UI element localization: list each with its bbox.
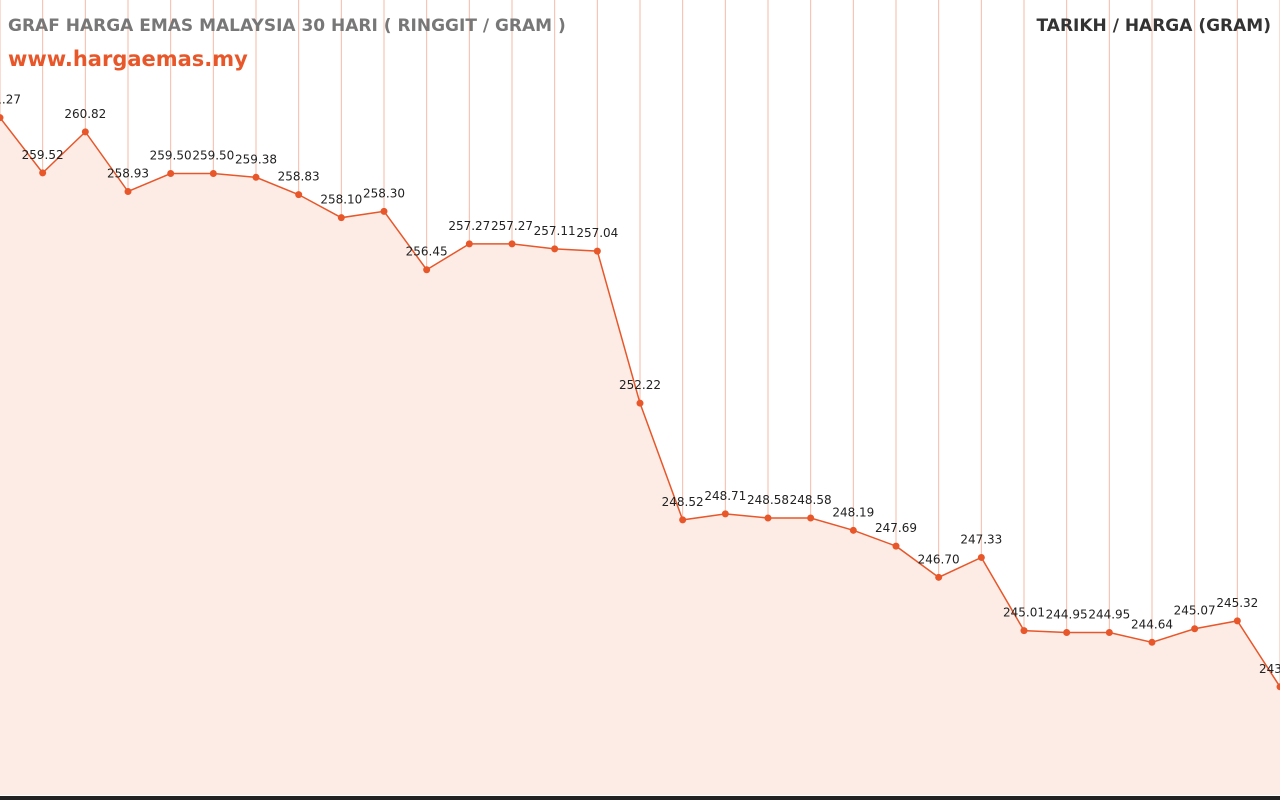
value-label: 259.52 <box>22 148 64 162</box>
value-label: 257.04 <box>576 226 618 240</box>
point <box>508 240 516 248</box>
point <box>593 247 601 255</box>
value-label: 244.95 <box>1088 608 1130 622</box>
point <box>252 173 260 181</box>
value-label: 259.50 <box>192 149 234 163</box>
value-label: 258.10 <box>320 193 362 207</box>
point <box>465 240 473 248</box>
value-label: 244.95 <box>1046 608 1088 622</box>
point <box>935 573 943 581</box>
point <box>977 553 985 561</box>
value-label: 257.27 <box>491 219 533 233</box>
value-label: 256.45 <box>406 245 448 259</box>
point <box>764 514 772 522</box>
value-label: 248.71 <box>704 489 746 503</box>
value-label: 248.58 <box>747 493 789 507</box>
point <box>1276 683 1280 691</box>
point <box>1020 627 1028 635</box>
point <box>1105 629 1113 637</box>
point <box>0 114 4 122</box>
chart-subtitle: www.hargaemas.my <box>8 47 248 71</box>
value-label: 258.83 <box>278 170 320 184</box>
point <box>892 542 900 550</box>
value-label: 248.19 <box>832 505 874 519</box>
value-label: 246.70 <box>918 552 960 566</box>
value-label: 260.82 <box>64 107 106 121</box>
chart-title: GRAF HARGA EMAS MALAYSIA 30 HARI ( RINGG… <box>8 16 566 36</box>
value-label: 248.58 <box>790 493 832 507</box>
value-label: 247.33 <box>960 532 1002 546</box>
value-label: 257.27 <box>448 219 490 233</box>
bottom-bar <box>0 796 1280 800</box>
value-label: 252.22 <box>619 378 661 392</box>
point <box>807 514 815 522</box>
value-label: 245.07 <box>1174 604 1216 618</box>
value-label: 243.23 <box>1259 662 1280 676</box>
point <box>81 128 89 136</box>
area <box>0 117 1280 796</box>
value-label: 248.52 <box>662 495 704 509</box>
point <box>167 170 175 178</box>
value-label: 247.69 <box>875 521 917 535</box>
point <box>1233 617 1241 625</box>
value-label: 258.93 <box>107 166 149 180</box>
point <box>380 207 388 215</box>
point <box>209 170 217 178</box>
point <box>1148 638 1156 646</box>
value-label: 245.01 <box>1003 606 1045 620</box>
point <box>849 526 857 534</box>
value-label: 258.30 <box>363 186 405 200</box>
point <box>721 510 729 518</box>
point <box>551 245 559 253</box>
point <box>679 516 687 524</box>
legend-label: TARIKH / HARGA (GRAM) <box>1037 16 1271 36</box>
value-label: 245.32 <box>1216 596 1258 610</box>
point <box>1191 625 1199 633</box>
point <box>423 266 431 274</box>
point <box>295 191 303 199</box>
point <box>124 187 132 195</box>
point <box>636 399 644 407</box>
value-label: 259.38 <box>235 152 277 166</box>
point <box>1063 629 1071 637</box>
value-label: 257.11 <box>534 224 576 238</box>
plot: 261.27259.52260.82258.93259.50259.50259.… <box>0 93 1280 796</box>
value-label: 259.50 <box>150 149 192 163</box>
value-label: 261.27 <box>0 93 21 107</box>
value-label: 244.64 <box>1131 617 1173 631</box>
point <box>337 214 345 222</box>
point <box>39 169 47 177</box>
